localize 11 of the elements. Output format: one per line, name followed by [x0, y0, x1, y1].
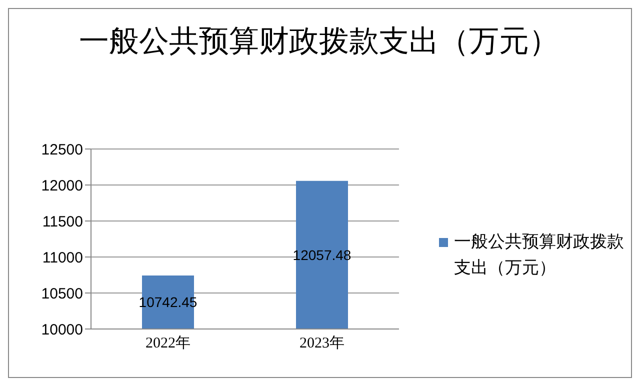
data-label: 12057.48: [292, 246, 352, 263]
y-tick-label: 12500: [41, 141, 83, 158]
x-tick-label: 2022年: [146, 334, 190, 352]
legend-label: 一般公共预算财政拨款支出（万元）: [454, 231, 624, 279]
chart-title: 一般公共预算财政拨款支出（万元）: [78, 24, 560, 60]
y-tick-label: 10000: [41, 321, 83, 338]
y-tick-label: 11000: [42, 249, 83, 266]
x-tick-label: 2023年: [300, 334, 344, 352]
y-tick-label: 11500: [42, 213, 83, 230]
y-tick-label: 10500: [41, 285, 83, 302]
y-tick-label: 12000: [41, 177, 83, 194]
